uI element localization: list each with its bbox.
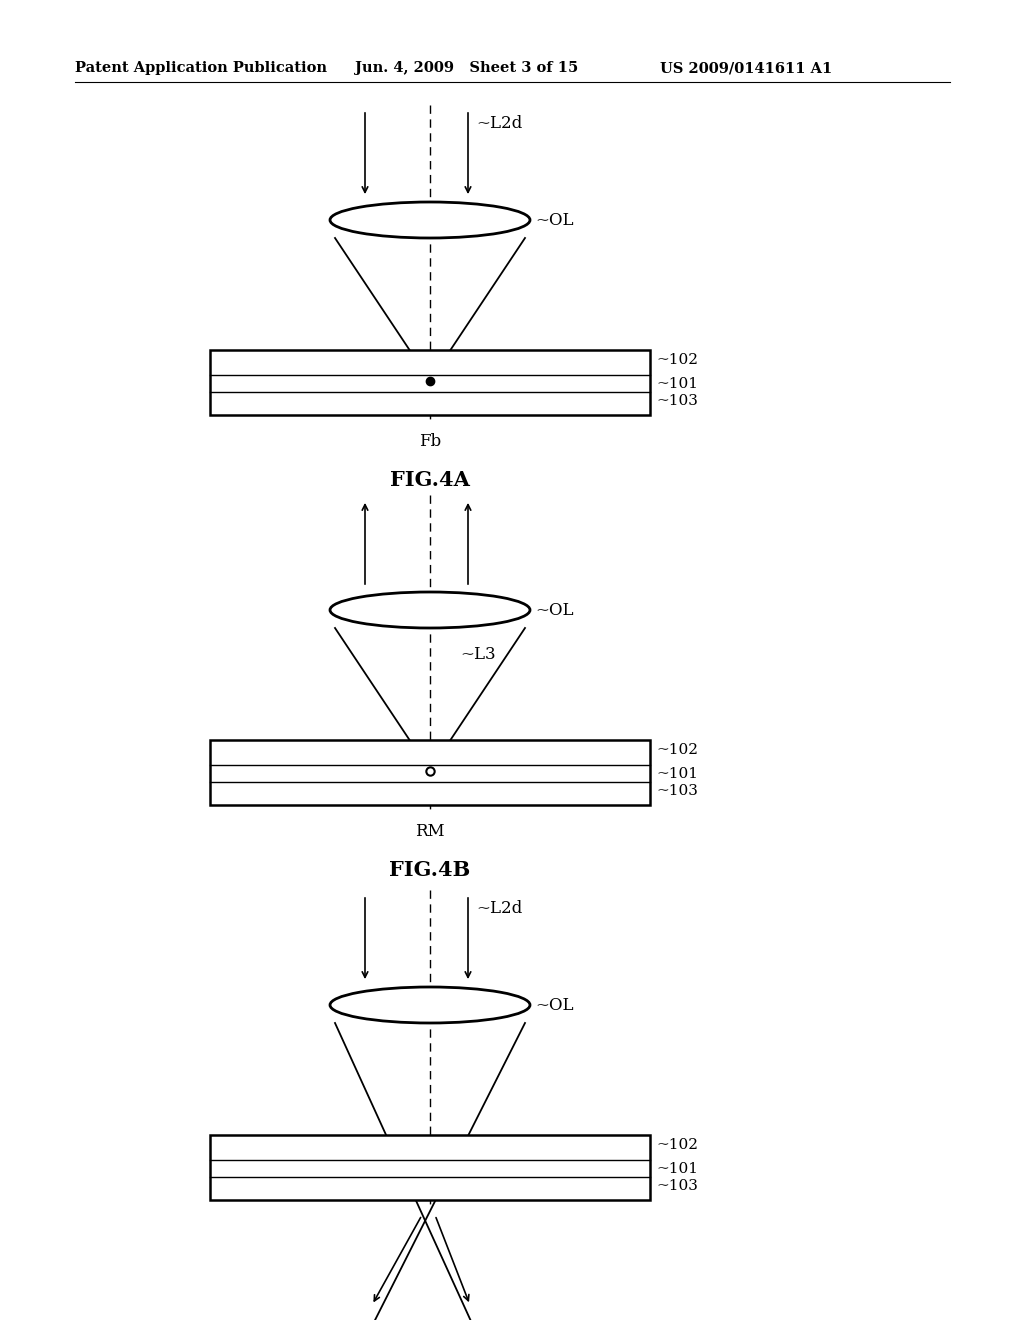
Text: ~101: ~101 [656,1162,698,1176]
Ellipse shape [330,591,530,628]
Text: Patent Application Publication: Patent Application Publication [75,61,327,75]
Text: RM: RM [415,822,444,840]
Text: ~OL: ~OL [535,213,573,228]
Text: ~103: ~103 [656,1179,698,1193]
Text: Fb: Fb [419,433,441,450]
Text: ~OL: ~OL [535,602,573,619]
Bar [210,741,650,805]
Text: ~L2d: ~L2d [476,115,522,132]
Text: ~101: ~101 [656,767,698,780]
Text: ~101: ~101 [656,376,698,391]
Ellipse shape [330,987,530,1023]
Text: Jun. 4, 2009   Sheet 3 of 15: Jun. 4, 2009 Sheet 3 of 15 [355,61,579,75]
Text: ~103: ~103 [656,395,698,408]
Bar [210,350,650,414]
Text: ~102: ~102 [656,1138,698,1152]
Bar [210,1135,650,1200]
Ellipse shape [330,202,530,238]
Text: ~102: ~102 [656,743,698,756]
Text: ~L3: ~L3 [460,645,496,663]
Text: US 2009/0141611 A1: US 2009/0141611 A1 [660,61,833,75]
Text: ~L2d: ~L2d [476,900,522,917]
Text: FIG.4B: FIG.4B [389,861,471,880]
Text: ~102: ~102 [656,352,698,367]
Text: ~103: ~103 [656,784,698,799]
Text: ~OL: ~OL [535,997,573,1014]
Text: FIG.4A: FIG.4A [390,470,470,490]
